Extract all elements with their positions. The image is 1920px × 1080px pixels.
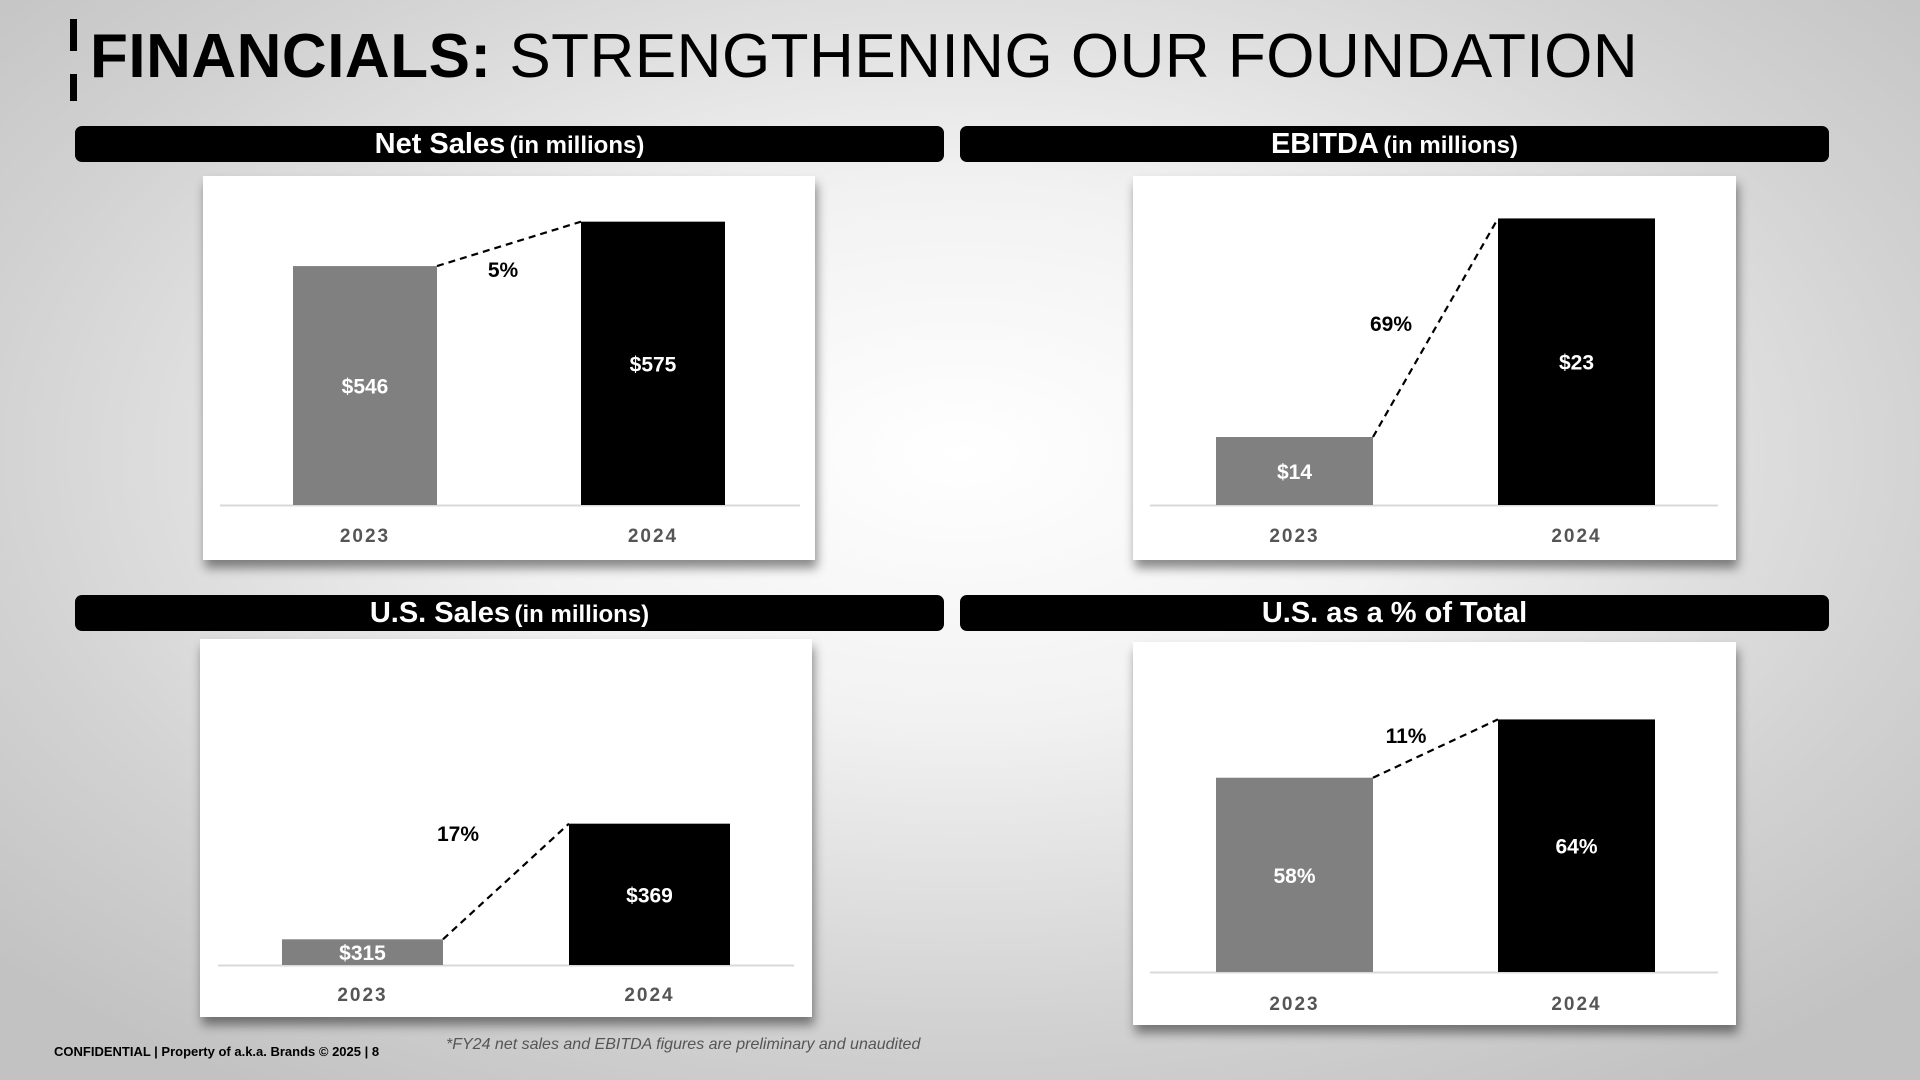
bar-2024 xyxy=(569,823,730,965)
bar-value-label-2023: $315 xyxy=(339,942,386,965)
chart-ebitda-svg: $14 2023 $23 2024 69% xyxy=(1150,217,1718,547)
chart-net-sales: $546 2023 $575 2024 5% xyxy=(203,176,815,560)
x-tick-label-2024: 2024 xyxy=(628,526,678,547)
bar-value-label-2023: $14 xyxy=(1277,461,1312,484)
bar-value-label-2023: $546 xyxy=(342,376,389,399)
title-accent-mark-bottom xyxy=(70,74,77,101)
section-header-ebitda: EBITDA (in millions) xyxy=(960,126,1829,162)
x-tick-label-2023: 2023 xyxy=(1269,994,1319,1015)
bar-value-label-2024: 64% xyxy=(1555,836,1597,859)
footer-note: *FY24 net sales and EBITDA figures are p… xyxy=(446,1036,921,1053)
bar-value-label-2024: $369 xyxy=(626,884,673,907)
x-tick-label-2023: 2023 xyxy=(337,985,387,1006)
bar-2024 xyxy=(581,221,725,505)
bar-value-label-2024: $575 xyxy=(630,353,677,376)
section-subtitle: (in millions) xyxy=(514,601,650,628)
section-title: EBITDA xyxy=(1270,128,1379,160)
title-accent-mark-top xyxy=(70,19,77,51)
growth-label: 69% xyxy=(1370,313,1412,336)
growth-connector-line xyxy=(1372,217,1499,438)
section-subtitle: (in millions) xyxy=(509,132,645,159)
section-title: Net Sales xyxy=(374,128,506,160)
chart-us-sales: $315 2023 $369 2024 17% xyxy=(200,639,812,1017)
chart-ebitda: $14 2023 $23 2024 69% xyxy=(1133,176,1736,560)
growth-connector-line xyxy=(436,220,582,268)
growth-label: 17% xyxy=(437,823,479,846)
section-subtitle: (in millions) xyxy=(1383,132,1519,159)
bar-2023 xyxy=(282,939,443,965)
growth-connector-line xyxy=(1372,718,1499,779)
growth-label: 5% xyxy=(488,259,519,282)
section-header-us-sales: U.S. Sales (in millions) xyxy=(75,595,944,631)
bar-value-label-2023: 58% xyxy=(1273,865,1315,888)
growth-label: 11% xyxy=(1386,725,1427,748)
bar-2024 xyxy=(1498,719,1655,972)
page-title-rest: STRENGTHENING OUR FOUNDATION xyxy=(509,22,1639,91)
x-tick-label-2024: 2024 xyxy=(1551,994,1601,1015)
page-title: FINANCIALS: STRENGTHENING OUR FOUNDATION xyxy=(90,16,1638,98)
section-header-us-percent: U.S. as a % of Total xyxy=(960,595,1829,631)
x-tick-label-2023: 2023 xyxy=(1269,526,1319,547)
bar-2023 xyxy=(1216,777,1373,972)
section-title: U.S. Sales xyxy=(369,597,511,629)
chart-us-sales-svg: $315 2023 $369 2024 17% xyxy=(218,822,794,1006)
chart-us-percent: 58% 2023 64% 2024 11% xyxy=(1133,642,1736,1025)
page-title-bold: FINANCIALS: xyxy=(90,22,492,91)
section-title: U.S. as a % of Total xyxy=(1261,597,1528,629)
bar-2024 xyxy=(1498,218,1655,505)
bar-2023 xyxy=(1216,437,1373,505)
growth-connector-line xyxy=(442,822,570,941)
chart-net-sales-svg: $546 2023 $575 2024 5% xyxy=(220,220,800,547)
bar-2023 xyxy=(293,266,437,505)
x-tick-label-2024: 2024 xyxy=(1551,526,1601,547)
footer-confidential: CONFIDENTIAL | Property of a.k.a. Brands… xyxy=(54,1044,380,1059)
chart-us-percent-svg: 58% 2023 64% 2024 11% xyxy=(1150,718,1718,1015)
x-tick-label-2023: 2023 xyxy=(340,526,390,547)
bar-value-label-2024: $23 xyxy=(1559,352,1594,375)
x-tick-label-2024: 2024 xyxy=(624,985,674,1006)
section-header-net-sales: Net Sales (in millions) xyxy=(75,126,944,162)
